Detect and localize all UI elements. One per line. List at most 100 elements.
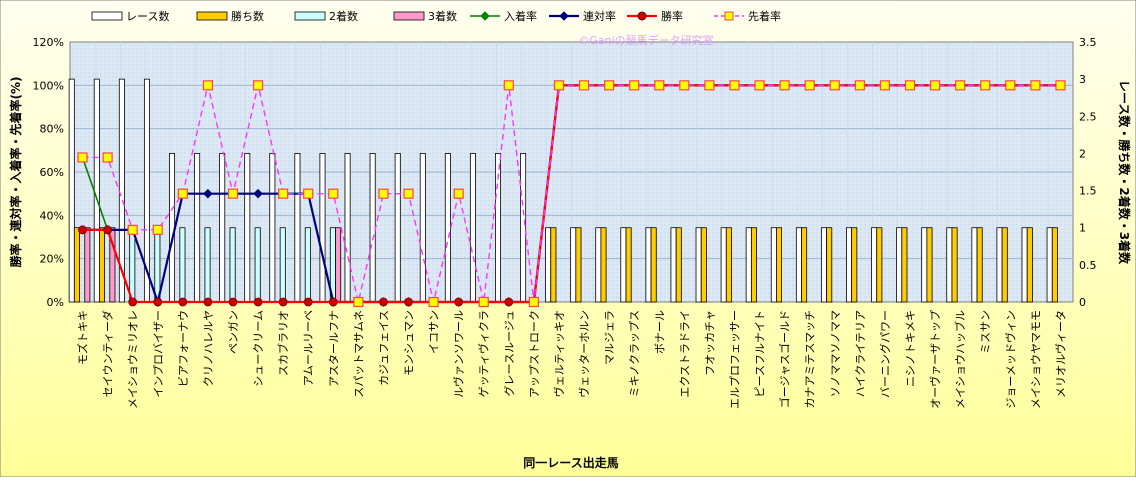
legend-marker: [480, 11, 490, 21]
x-tick-label: セイウンティーダ: [101, 310, 115, 397]
x-tick-label: アムールリーベ: [302, 310, 315, 386]
legend-marker: [724, 11, 734, 21]
bar-レース数: [770, 227, 777, 303]
bar-勝ち数: [700, 227, 707, 303]
bar-勝ち数: [1026, 227, 1033, 303]
bar-レース数: [344, 153, 351, 303]
bar-レース数: [244, 153, 251, 303]
bar-勝ち数: [625, 227, 632, 303]
bar-レース数: [419, 153, 426, 303]
point-先着率: [804, 80, 815, 91]
point-先着率: [929, 80, 941, 91]
point-勝率: [203, 297, 213, 307]
legend-swatch: [91, 11, 123, 21]
point-勝率: [228, 297, 238, 307]
bar-レース数: [469, 153, 476, 303]
point-勝率: [278, 297, 288, 307]
bar-レース数: [820, 227, 827, 303]
point-勝率: [178, 297, 188, 307]
point-先着率: [754, 80, 765, 91]
legend-label: 先着率: [748, 9, 781, 23]
point-先着率: [152, 224, 163, 235]
point-先着率: [1055, 80, 1066, 91]
point-勝率: [504, 297, 514, 307]
x-tick-label: クリノハレルヤ: [202, 310, 215, 387]
point-勝率: [454, 297, 464, 307]
y-axis-left-label: 勝率・連対率・入着率・先着率(%): [8, 77, 23, 268]
bar-勝ち数: [725, 227, 732, 303]
point-連対率: [203, 188, 213, 199]
legend-label: レース数: [126, 10, 169, 23]
x-tick-label: ボナール: [653, 310, 666, 354]
x-tick-label: フオッカチャ: [703, 310, 716, 376]
y-axis-right-label: レース数・勝ち数・2着数・3着数: [1117, 80, 1132, 265]
bar-3着数: [109, 227, 116, 303]
bar-3着数: [84, 227, 91, 303]
bar-勝ち数: [801, 227, 808, 303]
x-axis-label: 同一レース出走馬: [523, 455, 618, 470]
point-先着率: [278, 188, 289, 199]
line-先着率: [82, 84, 1061, 303]
bar-レース数: [645, 227, 652, 303]
bar-勝ち数: [600, 227, 607, 303]
bar-レース数: [745, 227, 752, 303]
x-tick-label: モズトキキ: [76, 310, 90, 365]
x-tick-label: メイショウミリオレ: [127, 310, 140, 409]
x-tick-label: エクストラドライ: [678, 310, 691, 398]
bar-レース数: [194, 153, 201, 303]
bar-2着数: [279, 227, 286, 303]
point-先着率: [252, 80, 264, 91]
x-tick-label: スカブラリオ: [276, 310, 290, 376]
x-tick-label: ルヴァンソワール: [452, 310, 466, 398]
bar-勝ち数: [650, 227, 657, 303]
point-先着率: [553, 80, 565, 91]
y-left-tick-label: 20%: [40, 253, 64, 266]
bar-2着数: [254, 227, 261, 303]
x-tick-label: インプロバイザー: [152, 310, 165, 398]
point-先着率: [102, 152, 113, 163]
x-tick-label: ヴェルティッキオ: [552, 310, 566, 397]
y-left-tick-label: 80%: [40, 123, 64, 136]
bar-レース数: [545, 227, 552, 303]
x-tick-label: カジュフェイス: [377, 310, 390, 386]
point-先着率: [654, 80, 665, 91]
x-tick-label: バーニングパワー: [878, 310, 892, 398]
x-tick-label: ミスサン: [979, 310, 992, 354]
bar-レース数: [921, 227, 928, 303]
y-right-tick-label: 3: [1079, 73, 1086, 86]
point-先着率: [980, 80, 991, 91]
x-tick-label: ヴェッターホルン: [577, 310, 591, 398]
x-tick-label: ミキノクラップス: [628, 310, 641, 397]
point-先着率: [829, 80, 840, 91]
x-tick-label: イコサン: [428, 310, 441, 354]
bar-2着数: [179, 227, 186, 303]
x-tick-label: ピースフルナイト: [754, 310, 767, 397]
bar-レース数: [620, 227, 627, 303]
point-先着率: [127, 224, 138, 235]
legend-marker: [559, 11, 569, 21]
y-left-tick-label: 60%: [40, 166, 64, 179]
bar-勝ち数: [826, 227, 833, 303]
legend-swatch: [196, 11, 228, 21]
x-tick-label: アップストローク: [528, 310, 541, 398]
point-先着率: [328, 188, 339, 199]
point-勝率: [379, 297, 388, 307]
y-right-tick-label: 0.5: [1079, 259, 1097, 272]
x-tick-label: ソノママソノママ: [829, 310, 842, 397]
point-先着率: [403, 188, 414, 199]
point-先着率: [679, 80, 690, 91]
bar-レース数: [319, 153, 326, 303]
point-勝率: [153, 297, 163, 307]
x-tick-label: ゲッティヴィクラ: [477, 310, 491, 397]
point-先着率: [77, 152, 88, 163]
legend-swatch: [393, 11, 425, 21]
bar-レース数: [68, 78, 75, 303]
x-tick-label: アスタールフナ: [327, 310, 340, 387]
point-先着率: [629, 80, 640, 91]
bar-2着数: [154, 227, 161, 303]
bar-レース数: [795, 227, 802, 303]
bar-レース数: [1046, 227, 1053, 303]
bar-勝ち数: [976, 227, 983, 303]
point-先着率: [578, 80, 590, 91]
